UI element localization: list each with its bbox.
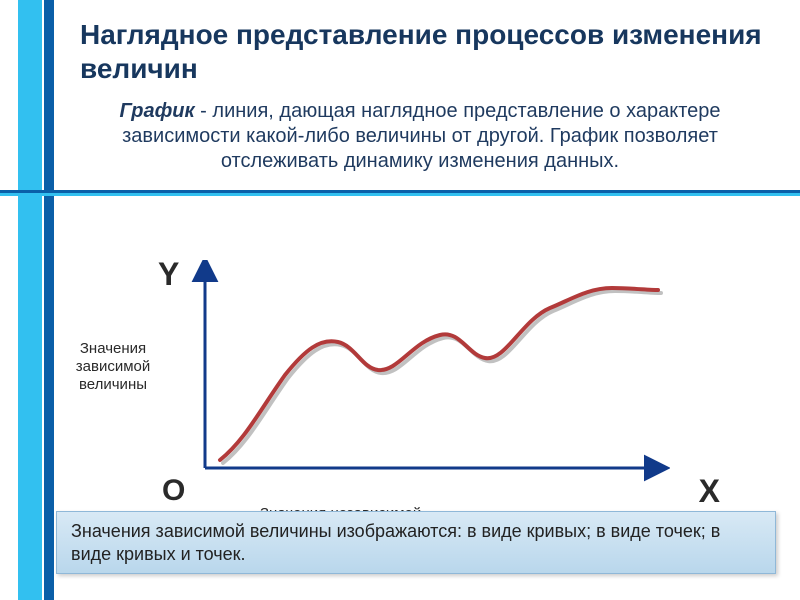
- decorative-left-bars: [0, 0, 70, 600]
- chart-svg: [150, 260, 670, 500]
- definition-term: График: [119, 100, 194, 122]
- x-axis-label: X: [699, 473, 720, 510]
- chart: Y Значения зависимой величины О Значения…: [150, 260, 670, 500]
- content-area: Наглядное представление процессов измене…: [80, 18, 780, 174]
- y-axis-caption: Значения зависимой величины: [48, 340, 178, 394]
- origin-label: О: [162, 474, 185, 508]
- y-axis-label: Y: [158, 256, 179, 293]
- horizontal-rule-bottom: [0, 193, 800, 196]
- bar-inner: [44, 0, 54, 600]
- slide: Наглядное представление процессов измене…: [0, 0, 800, 600]
- footer-note: Значения зависимой величины изображаются…: [56, 511, 776, 574]
- bar-outer: [18, 0, 42, 600]
- page-title: Наглядное представление процессов измене…: [80, 18, 780, 85]
- definition-rest: - линия, дающая наглядное представление …: [122, 100, 720, 172]
- definition-text: График - линия, дающая наглядное предста…: [80, 99, 780, 174]
